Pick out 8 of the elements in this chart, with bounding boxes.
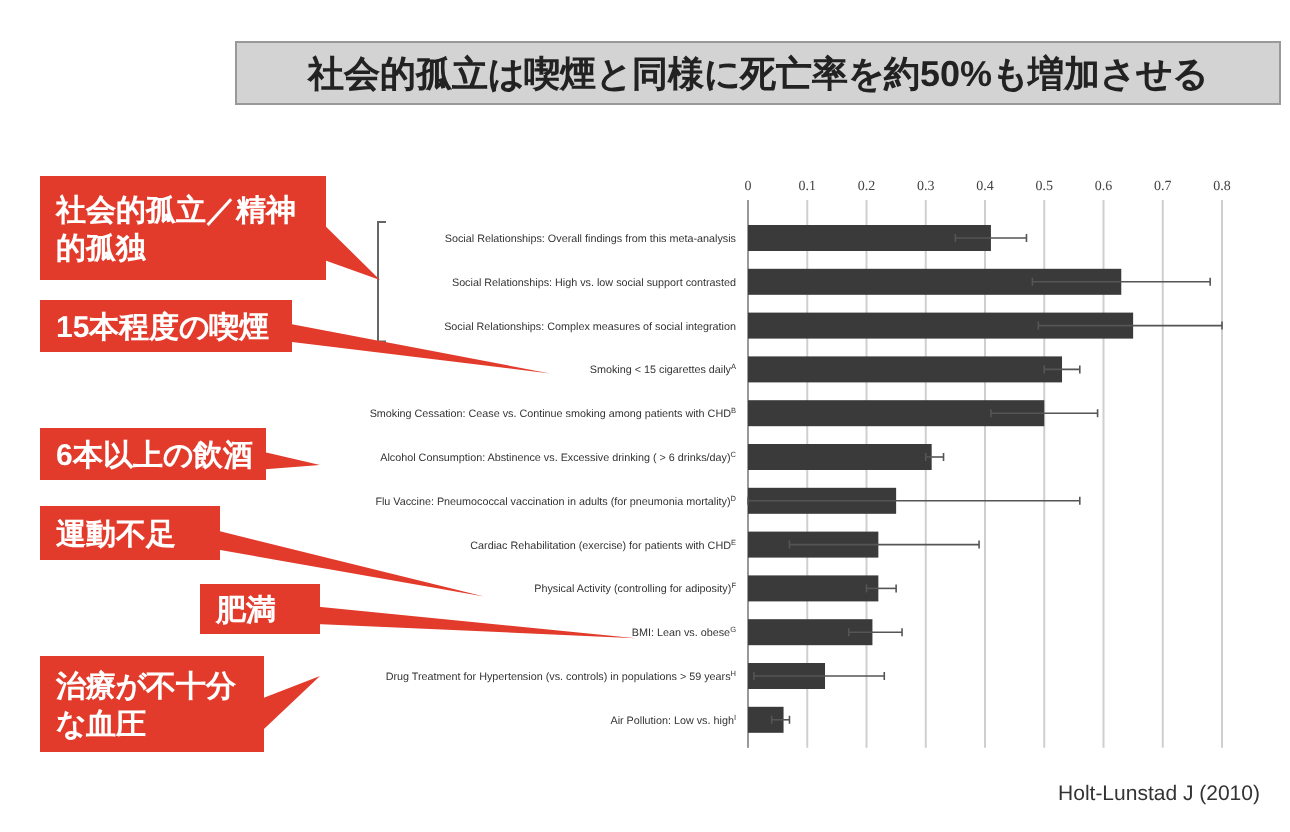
text: 社会的孤立／精神的孤独 <box>54 192 296 266</box>
text: 治療が不十分な血圧 <box>54 668 238 742</box>
text: 6本以上の飲酒 <box>56 439 253 473</box>
text: 15本程度の喫煙 <box>56 309 270 345</box>
chart-title: 社会的孤立は喫煙と同様に死亡率を約50%も増加させる <box>305 52 1209 94</box>
text: Holt-Lunstad J (2010) <box>1058 782 1260 806</box>
text: 肥満 <box>214 594 276 628</box>
text: 運動不足 <box>54 518 176 552</box>
